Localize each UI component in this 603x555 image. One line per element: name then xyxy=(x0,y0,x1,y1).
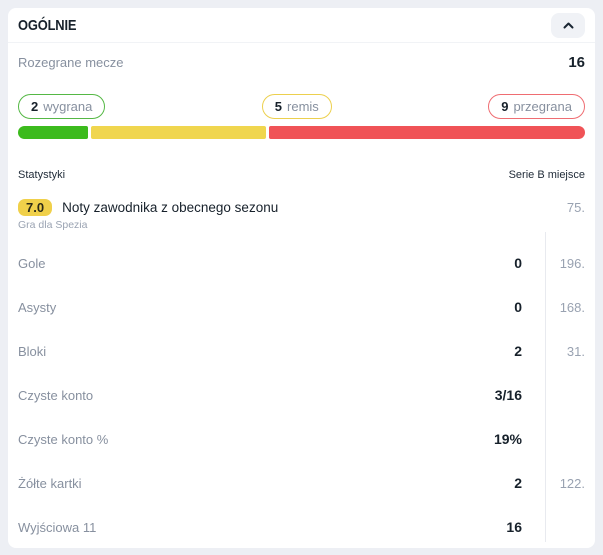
stat-label: Wyjściowa 11 xyxy=(18,519,97,535)
rating-sublabel: Gra dla Spezia xyxy=(18,219,88,231)
stat-row-goals: Gole 0 196. xyxy=(8,241,595,285)
stat-row-starting-eleven: Wyjściowa 11 16 xyxy=(8,505,595,548)
stat-label: Asysty xyxy=(18,299,57,315)
stat-label: Bloki xyxy=(18,343,47,359)
stat-row-clean-sheets-pct: Czyste konto % 19% xyxy=(8,417,595,461)
section-header[interactable]: OGÓLNIE xyxy=(8,8,595,43)
wins-count: 2 xyxy=(31,98,39,114)
stat-value: 16 xyxy=(506,519,522,535)
general-stats-card: OGÓLNIE Rozegrane mecze 16 2 wygrana 5 r… xyxy=(8,8,595,548)
player-rating-row: 7.0 Noty zawodnika z obecnego sezonu 75.… xyxy=(18,196,585,231)
losses-count: 9 xyxy=(501,98,509,114)
wins-bar-segment xyxy=(18,126,89,139)
stat-row-assists: Asysty 0 168. xyxy=(8,285,595,329)
stat-value: 3/16 xyxy=(494,387,522,403)
results-badges: 2 wygrana 5 remis 9 przegrana xyxy=(18,93,585,119)
stat-value: 19% xyxy=(493,431,522,447)
draws-count: 5 xyxy=(274,98,283,114)
results-distribution-bar xyxy=(18,126,585,139)
losses-badge: 9 przegrana xyxy=(488,93,585,119)
stat-label: Czyste konto % xyxy=(18,431,109,447)
draws-label: remis xyxy=(287,98,319,114)
stat-value: 0 xyxy=(514,299,522,315)
stat-row-yellow-cards: Żółte kartki 2 122. xyxy=(8,461,595,505)
rating-rank: 75. xyxy=(566,199,585,215)
stat-row-clean-sheets: Czyste konto 3/16 xyxy=(8,373,595,417)
stats-header-right: Serie B miejsce xyxy=(508,169,585,181)
stat-label: Czyste konto xyxy=(18,387,94,403)
chevron-up-icon xyxy=(563,22,574,29)
section-title: OGÓLNIE xyxy=(18,16,77,34)
matches-played-value: 16 xyxy=(568,53,585,71)
matches-played-row: Rozegrane mecze 16 xyxy=(8,43,595,81)
stat-value: 2 xyxy=(514,475,522,491)
stats-header-left: Statystyki xyxy=(18,169,66,181)
stat-rank: 168. xyxy=(559,299,585,315)
rating-label: Noty zawodnika z obecnego sezonu xyxy=(62,199,279,215)
rating-badge: 7.0 xyxy=(18,198,53,216)
stat-value: 0 xyxy=(514,255,522,271)
stat-rank: 31. xyxy=(566,343,585,359)
draws-badge: 5 remis xyxy=(261,93,332,119)
rank-column-divider xyxy=(545,232,546,542)
collapse-button[interactable] xyxy=(551,12,585,38)
stat-rank: 122. xyxy=(559,475,585,491)
matches-played-label: Rozegrane mecze xyxy=(18,54,124,70)
draws-bar-segment xyxy=(91,126,267,139)
stat-row-blocks: Bloki 2 31. xyxy=(8,329,595,373)
wins-badge: 2 wygrana xyxy=(18,93,106,119)
stat-rank: 196. xyxy=(559,255,585,271)
losses-bar-segment xyxy=(269,126,585,139)
stats-table-header: Statystyki Serie B miejsce xyxy=(18,168,585,182)
losses-label: przegrana xyxy=(513,98,572,114)
stat-value: 2 xyxy=(514,343,522,359)
stat-rows: Gole 0 196. Asysty 0 168. Bloki 2 31. Cz… xyxy=(8,241,595,548)
stat-label: Gole xyxy=(18,255,46,271)
stat-label: Żółte kartki xyxy=(18,475,82,491)
wins-label: wygrana xyxy=(43,98,93,114)
